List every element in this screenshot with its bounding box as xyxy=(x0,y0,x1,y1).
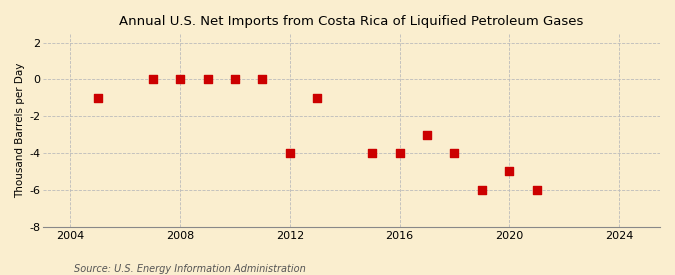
Point xyxy=(147,77,158,82)
Point xyxy=(230,77,240,82)
Point xyxy=(312,95,323,100)
Point xyxy=(394,151,405,155)
Point xyxy=(531,188,542,192)
Point xyxy=(284,151,295,155)
Point xyxy=(202,77,213,82)
Y-axis label: Thousand Barrels per Day: Thousand Barrels per Day xyxy=(15,62,25,198)
Point xyxy=(421,132,432,137)
Point xyxy=(477,188,487,192)
Point xyxy=(449,151,460,155)
Point xyxy=(367,151,377,155)
Point xyxy=(92,95,103,100)
Point xyxy=(175,77,186,82)
Point xyxy=(257,77,268,82)
Point xyxy=(504,169,514,174)
Title: Annual U.S. Net Imports from Costa Rica of Liquified Petroleum Gases: Annual U.S. Net Imports from Costa Rica … xyxy=(119,15,584,28)
Text: Source: U.S. Energy Information Administration: Source: U.S. Energy Information Administ… xyxy=(74,264,306,274)
